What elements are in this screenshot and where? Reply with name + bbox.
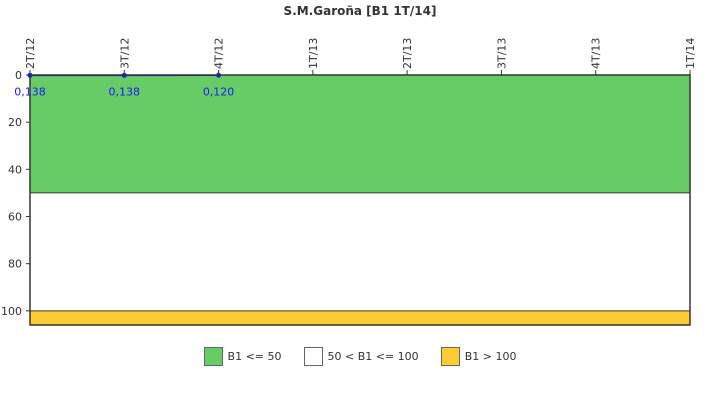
legend-swatch-yellow xyxy=(440,346,460,366)
y-tick-label: 100 xyxy=(1,305,22,318)
x-tick-label: 4T/12 xyxy=(213,38,226,69)
y-tick-label: 0 xyxy=(15,69,22,82)
legend-item-green: B1 <= 50 xyxy=(203,344,282,368)
data-label: 0,138 xyxy=(109,85,141,98)
legend-label-yellow: B1 > 100 xyxy=(464,349,517,363)
y-tick-label: 20 xyxy=(8,116,22,129)
x-tick-label: 2T/13 xyxy=(401,38,414,69)
legend-swatch-white xyxy=(303,346,323,366)
chart: S.M.Garoña [B1 1T/14] 2T/12 3T/12 4T/12 1T/… xyxy=(1,4,697,326)
legend-item-yellow: B1 > 100 xyxy=(440,344,517,368)
band-1 xyxy=(30,192,690,311)
x-tick-label: 3T/12 xyxy=(118,38,131,69)
band-0 xyxy=(30,75,690,193)
x-tick-label: 2T/12 xyxy=(24,38,37,69)
x-tick-label: 3T/13 xyxy=(495,38,508,69)
band-2 xyxy=(30,310,690,325)
legend-swatch-green xyxy=(203,346,223,366)
data-label: 0,120 xyxy=(203,85,235,98)
legend-label-white: 50 < B1 <= 100 xyxy=(327,349,419,363)
x-tick-label: 4T/13 xyxy=(590,38,603,69)
legend-item-white: 50 < B1 <= 100 xyxy=(303,344,419,368)
band-group xyxy=(30,75,690,325)
y-tick-label: 60 xyxy=(8,211,22,224)
x-axis: 2T/12 3T/12 4T/12 1T/13 2T/13 3T/13 4T/13 1T/14 xyxy=(24,38,697,75)
legend-label-green: B1 <= 50 xyxy=(227,349,282,363)
plot-frame xyxy=(29,74,691,326)
chart-title: S.M.Garoña [B1 1T/14] xyxy=(284,4,437,18)
y-axis: 0 20 40 60 80 100 xyxy=(1,69,30,318)
x-tick-label: 1T/13 xyxy=(307,38,320,69)
y-tick-label: 80 xyxy=(8,258,22,271)
x-tick-label: 1T/14 xyxy=(684,38,697,69)
y-tick-label: 40 xyxy=(8,163,22,176)
legend: B1 <= 50 50 < B1 <= 100 B1 > 100 xyxy=(0,344,720,368)
